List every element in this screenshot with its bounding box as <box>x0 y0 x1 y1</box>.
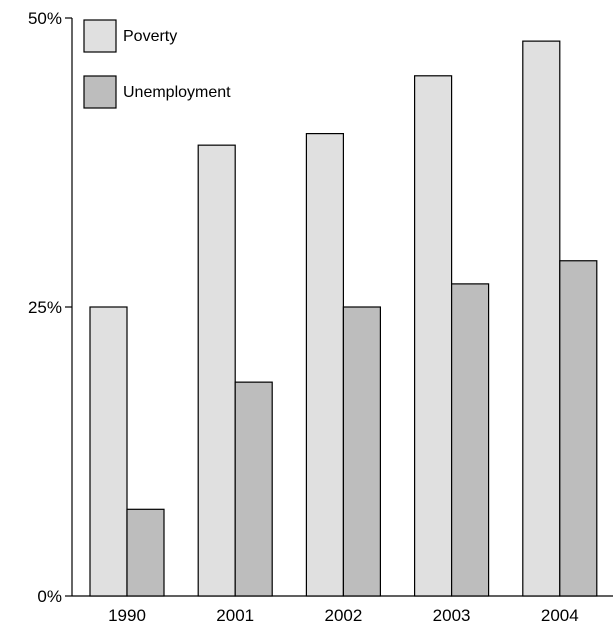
legend-swatch-unemployment <box>83 75 117 109</box>
bars <box>89 40 598 597</box>
y-axis: 0% 25% 50% <box>28 9 73 606</box>
x-tick-label: 1990 <box>108 606 146 625</box>
y-tick-label: 0% <box>37 587 62 606</box>
x-tick-label: 2002 <box>324 606 362 625</box>
bar-poverty-2001 <box>197 144 236 597</box>
bar-unemployment-2001 <box>234 381 273 597</box>
bar-unemployment-1990 <box>126 508 165 597</box>
bar-unemployment-2003 <box>451 283 490 597</box>
legend-swatch-poverty <box>83 19 117 53</box>
legend-label-unemployment: Unemployment <box>123 84 231 101</box>
x-tick-label: 2004 <box>541 606 579 625</box>
bar-poverty-2002 <box>305 133 344 597</box>
bar-poverty-2004 <box>522 40 561 597</box>
x-tick-label: 2001 <box>216 606 254 625</box>
legend: Poverty Unemployment <box>83 19 231 109</box>
x-axis: 1990 2001 2002 2003 2004 <box>72 595 613 625</box>
bar-poverty-2003 <box>414 75 453 597</box>
y-tick-label: 25% <box>28 298 62 317</box>
bar-unemployment-2002 <box>342 306 381 597</box>
y-tick-label: 50% <box>28 9 62 28</box>
legend-label-poverty: Poverty <box>123 28 177 45</box>
bar-poverty-1990 <box>89 306 128 597</box>
bar-unemployment-2004 <box>559 260 598 597</box>
x-tick-label: 2003 <box>433 606 471 625</box>
